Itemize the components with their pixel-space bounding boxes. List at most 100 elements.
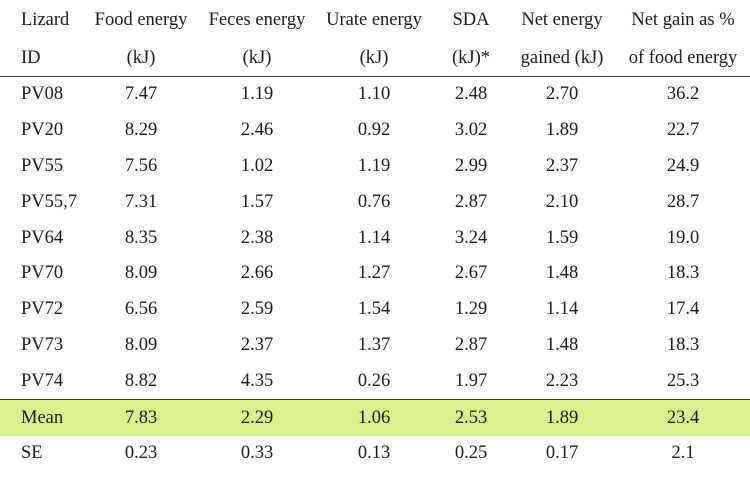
se-food-energy: 0.23 xyxy=(124,443,158,464)
cell-net-gain: 19.0 xyxy=(666,227,700,248)
cell-feces-energy: 1.57 xyxy=(240,191,274,212)
cell-lizard-id: PV55,7 xyxy=(21,191,78,212)
mean-label: Mean xyxy=(0,399,82,436)
cell-food-energy: 8.35 xyxy=(124,227,158,248)
cell-food-energy: 8.82 xyxy=(124,370,158,391)
header-urate-energy: Urate energy xyxy=(326,10,422,30)
cell-net-gain: 18.3 xyxy=(666,334,700,355)
header-urate-unit: (kJ) xyxy=(314,41,434,77)
header-food-energy: Food energy xyxy=(94,10,188,30)
cell-net-energy: 2.70 xyxy=(545,84,579,105)
cell-lizard-id: PV73 xyxy=(21,334,64,355)
cell-feces-energy: 2.66 xyxy=(240,263,274,284)
cell-food-energy: 8.09 xyxy=(124,334,158,355)
table-row: PV55 7.56 1.02 1.19 2.99 2.37 24.9 xyxy=(0,149,750,185)
header-net-gain: Net gain as % xyxy=(631,10,735,30)
cell-sda: 2.67 xyxy=(454,263,488,284)
cell-net-energy: 2.10 xyxy=(545,191,579,212)
se-urate-energy: 0.13 xyxy=(357,443,391,464)
cell-net-gain: 28.7 xyxy=(666,191,700,212)
cell-net-gain: 36.2 xyxy=(666,84,700,105)
table-row: PV08 7.47 1.19 1.10 2.48 2.70 36.2 xyxy=(0,77,750,113)
header-lizard: Lizard xyxy=(21,10,70,30)
header-food-unit: (kJ) xyxy=(82,41,200,77)
se-row: SE 0.23 0.33 0.13 0.25 0.17 2.1 xyxy=(0,436,750,472)
cell-net-energy: 1.14 xyxy=(545,299,579,320)
mean-row: Mean 7.83 2.29 1.06 2.53 1.89 23.4 xyxy=(0,399,750,436)
cell-lizard-id: PV20 xyxy=(21,120,64,141)
cell-lizard-id: PV55 xyxy=(21,155,64,176)
cell-urate-energy: 1.14 xyxy=(357,227,391,248)
table-row: PV74 8.82 4.35 0.26 1.97 2.23 25.3 xyxy=(0,363,750,399)
cell-net-energy: 1.48 xyxy=(545,263,579,284)
cell-food-energy: 6.56 xyxy=(124,299,158,320)
cell-sda: 1.97 xyxy=(454,370,488,391)
header-sda-unit: (kJ)* xyxy=(434,41,508,77)
cell-food-energy: 8.29 xyxy=(124,120,158,141)
table-row: PV55,7 7.31 1.57 0.76 2.87 2.10 28.7 xyxy=(0,184,750,220)
header-id: ID xyxy=(0,41,82,77)
header-sda: SDA xyxy=(452,10,490,30)
cell-sda: 3.02 xyxy=(454,120,488,141)
cell-feces-energy: 1.02 xyxy=(240,155,274,176)
header-net-energy: Net energy xyxy=(521,10,603,30)
cell-food-energy: 7.56 xyxy=(124,155,158,176)
table-row: PV72 6.56 2.59 1.54 1.29 1.14 17.4 xyxy=(0,292,750,328)
mean-food-energy: 7.83 xyxy=(82,399,200,436)
cell-sda: 2.99 xyxy=(454,155,488,176)
cell-urate-energy: 0.26 xyxy=(357,370,391,391)
mean-sda: 2.53 xyxy=(434,399,508,436)
cell-lizard-id: PV08 xyxy=(21,84,64,105)
cell-feces-energy: 2.37 xyxy=(240,334,274,355)
cell-net-energy: 1.48 xyxy=(545,334,579,355)
header-net-unit: gained (kJ) xyxy=(508,41,616,77)
cell-urate-energy: 1.27 xyxy=(357,263,391,284)
cell-lizard-id: PV64 xyxy=(21,227,64,248)
cell-urate-energy: 0.76 xyxy=(357,191,391,212)
cell-food-energy: 8.09 xyxy=(124,263,158,284)
cell-net-gain: 17.4 xyxy=(666,299,700,320)
cell-food-energy: 7.47 xyxy=(124,84,158,105)
table-body: PV08 7.47 1.19 1.10 2.48 2.70 36.2 PV20 8.29 2.46… xyxy=(0,77,750,472)
cell-feces-energy: 4.35 xyxy=(240,370,274,391)
mean-feces-energy: 2.29 xyxy=(200,399,314,436)
table-row: PV70 8.09 2.66 1.27 2.67 1.48 18.3 xyxy=(0,256,750,292)
se-net-energy: 0.17 xyxy=(545,443,579,464)
cell-feces-energy: 2.46 xyxy=(240,120,274,141)
table-header: Lizard Food energy Feces energy Urate en… xyxy=(0,0,750,77)
cell-net-energy: 1.59 xyxy=(545,227,579,248)
cell-net-energy: 1.89 xyxy=(545,120,579,141)
cell-net-gain: 25.3 xyxy=(666,370,700,391)
header-feces-energy: Feces energy xyxy=(208,10,306,30)
se-feces-energy: 0.33 xyxy=(240,443,274,464)
cell-urate-energy: 1.19 xyxy=(357,155,391,176)
cell-net-energy: 2.23 xyxy=(545,370,579,391)
cell-sda: 2.87 xyxy=(454,334,488,355)
table-row: PV20 8.29 2.46 0.92 3.02 1.89 22.7 xyxy=(0,113,750,149)
header-net-gain-unit: of food energy xyxy=(616,41,750,77)
cell-lizard-id: PV74 xyxy=(21,370,64,391)
cell-net-gain: 22.7 xyxy=(666,120,700,141)
cell-lizard-id: PV72 xyxy=(21,299,64,320)
mean-net-gain: 23.4 xyxy=(616,399,750,436)
mean-net-energy: 1.89 xyxy=(508,399,616,436)
cell-sda: 2.48 xyxy=(454,84,488,105)
cell-urate-energy: 1.54 xyxy=(357,299,391,320)
cell-urate-energy: 0.92 xyxy=(357,120,391,141)
se-net-gain: 2.1 xyxy=(671,443,695,464)
cell-net-gain: 18.3 xyxy=(666,263,700,284)
cell-feces-energy: 1.19 xyxy=(240,84,274,105)
cell-urate-energy: 1.37 xyxy=(357,334,391,355)
cell-sda: 3.24 xyxy=(454,227,488,248)
se-sda: 0.25 xyxy=(454,443,488,464)
cell-lizard-id: PV70 xyxy=(21,263,64,284)
header-feces-unit: (kJ) xyxy=(200,41,314,77)
cell-urate-energy: 1.10 xyxy=(357,84,391,105)
cell-net-gain: 24.9 xyxy=(666,155,700,176)
header-row-1: Lizard Food energy Feces energy Urate en… xyxy=(0,0,750,41)
cell-net-energy: 2.37 xyxy=(545,155,579,176)
cell-sda: 1.29 xyxy=(454,299,488,320)
cell-food-energy: 7.31 xyxy=(124,191,158,212)
cell-feces-energy: 2.38 xyxy=(240,227,274,248)
